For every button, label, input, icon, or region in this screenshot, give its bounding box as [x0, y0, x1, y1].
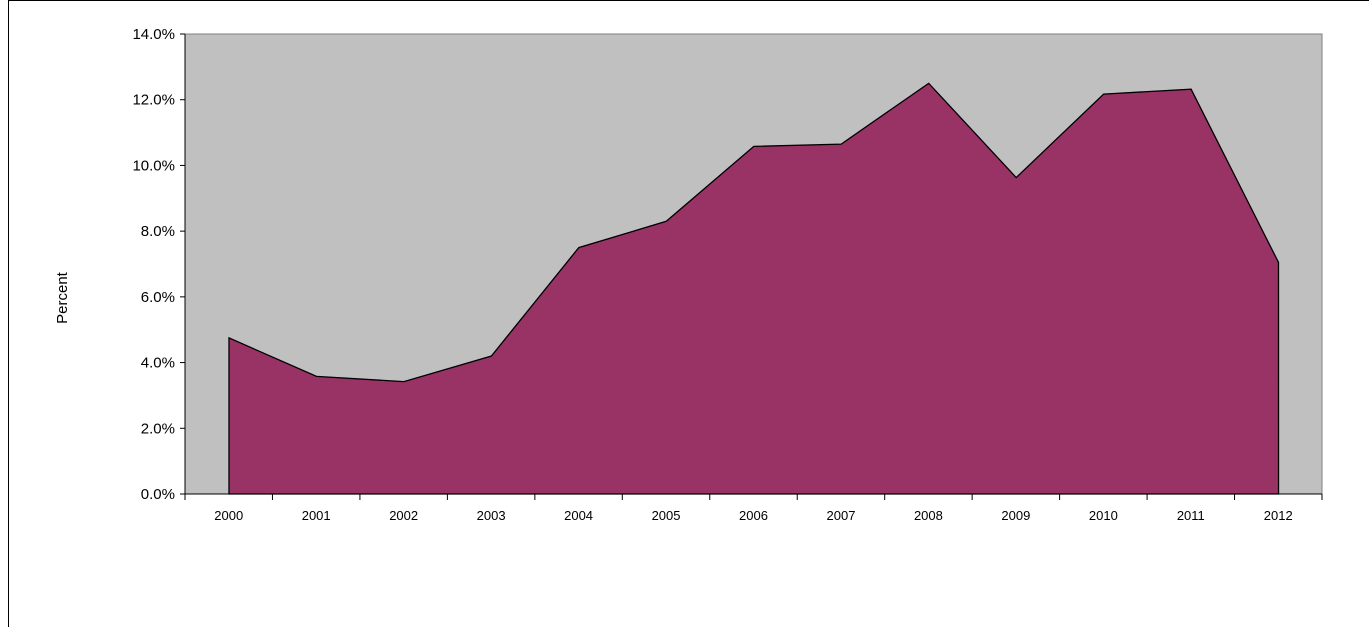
- y-tick-label: 4.0%: [141, 355, 175, 372]
- x-tick-label: 2011: [1177, 508, 1205, 523]
- x-tick-label: 2012: [1264, 508, 1293, 523]
- y-tick-label: 0.0%: [141, 486, 175, 503]
- y-tick-label: 10.0%: [132, 157, 175, 174]
- area-series: [228, 82, 1280, 495]
- x-tick-label: 2002: [389, 508, 418, 523]
- y-tick-labels: 0.0% 2.0% 4.0% 6.0% 8.0% 10.0% 12.0% 14.0%: [132, 26, 175, 503]
- x-tick-label: 2000: [214, 508, 243, 523]
- y-tick-label: 6.0%: [141, 289, 175, 306]
- y-tick-label: 12.0%: [132, 92, 175, 109]
- x-tick-label: 2001: [302, 508, 331, 523]
- y-tick-label: 8.0%: [141, 223, 175, 240]
- x-tick-label: 2010: [1089, 508, 1118, 523]
- x-tick-label: 2005: [652, 508, 681, 523]
- x-tick-label: 2007: [827, 508, 856, 523]
- x-tick-label: 2009: [1001, 508, 1030, 523]
- axes: [180, 33, 1323, 500]
- x-tick-label: 2003: [477, 508, 506, 523]
- y-tick-label: 2.0%: [141, 420, 175, 437]
- y-tick-label: 14.0%: [132, 26, 175, 43]
- x-tick-labels: 2000 2001 2002 2003 2004 2005 2006 2007 2008 2009…: [214, 508, 1292, 523]
- x-tick-label: 2004: [564, 508, 593, 523]
- x-tick-label: 2006: [739, 508, 768, 523]
- x-tick-label: 2008: [914, 508, 943, 523]
- y-axis-label: Percent: [54, 271, 71, 324]
- chart-frame: [8, 0, 1369, 627]
